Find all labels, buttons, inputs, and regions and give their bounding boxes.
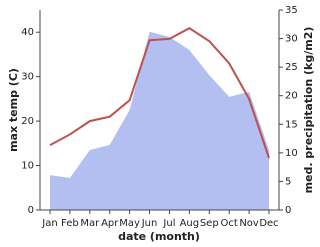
y-tick-label: 30 <box>21 72 34 83</box>
y2-tick-label: 15 <box>285 119 298 130</box>
y-tick-label: 10 <box>21 161 34 172</box>
temperature-line <box>49 27 270 159</box>
y2-tick-label: 0 <box>285 205 291 216</box>
y2-axis-label: med. precipitation (kg/m2) <box>302 27 315 194</box>
x-tick-label: Jun <box>141 218 158 229</box>
y2-tick-label: 35 <box>285 5 298 16</box>
x-tick-label: Oct <box>221 218 238 229</box>
frame <box>39 10 280 211</box>
y-tick-label: 0 <box>28 205 34 216</box>
x-axis-label: date (month) <box>118 230 200 243</box>
x-tick-label: May <box>119 218 140 229</box>
y-tick-label: 40 <box>21 27 34 38</box>
x-tick-label: Feb <box>61 218 79 229</box>
x-tick-label: Mar <box>80 218 100 229</box>
x-tick-label: Apr <box>101 218 119 229</box>
y2-tick-label: 30 <box>285 34 298 45</box>
x-tick-label: Aug <box>180 218 200 229</box>
x-tick-label: Sep <box>200 218 219 229</box>
y-tick-label: 20 <box>21 116 34 127</box>
x-tick-label: Jan <box>41 218 57 229</box>
precipitation-area <box>50 31 269 211</box>
y-axis-label: max temp (C) <box>7 68 20 152</box>
y2-tick-label: 20 <box>285 91 298 102</box>
x-tick-label: Dec <box>259 218 278 229</box>
y2-tick-label: 5 <box>285 176 291 187</box>
x-tick-label: Jul <box>162 218 175 229</box>
y2-tick-label: 25 <box>285 62 298 73</box>
y2-tick-label: 10 <box>285 148 298 159</box>
x-tick-label: Nov <box>239 218 259 229</box>
